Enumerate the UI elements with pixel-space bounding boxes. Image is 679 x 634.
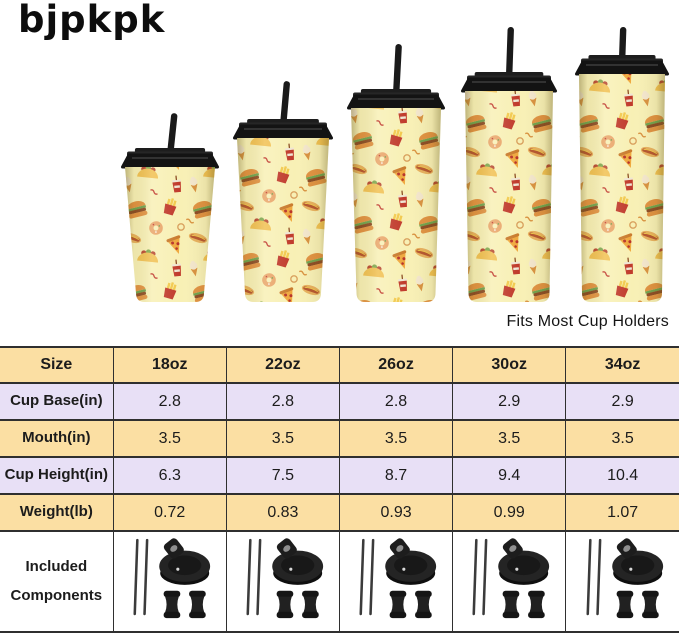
- included-components-cell: [225, 530, 340, 633]
- straws-icon: [246, 538, 262, 616]
- tumbler-graphic: [120, 113, 219, 302]
- lid: [346, 89, 445, 110]
- cup-body: [124, 167, 215, 302]
- spec-value: 2.9: [452, 382, 567, 421]
- table-row: Cup Base(in) 2.8 2.8 2.8 2.9 2.9: [0, 382, 679, 421]
- col-header-0: Size: [0, 346, 114, 384]
- spec-value: 9.4: [452, 456, 567, 495]
- spec-value: 2.8: [112, 382, 227, 421]
- flip-top-lid-icon: [611, 538, 663, 585]
- tumbler-lineup: [0, 0, 679, 303]
- table-row: Mouth(in) 3.5 3.5 3.5 3.5 3.5: [0, 419, 679, 458]
- silicone-plug-icon: [641, 590, 659, 619]
- straw-icon: [505, 27, 515, 85]
- spec-value: 3.5: [225, 419, 340, 458]
- included-components-cell: [112, 530, 227, 633]
- spec-value: 1.07: [565, 493, 679, 532]
- table-row: Cup Height(in) 6.3 7.5 8.7 9.4 10.4: [0, 456, 679, 495]
- spec-value: 3.5: [565, 419, 679, 458]
- col-header-3: 26oz: [338, 346, 454, 384]
- straw-icon: [279, 81, 290, 132]
- lid: [232, 119, 333, 140]
- cup-body: [465, 91, 554, 302]
- silicone-plug-icon: [188, 590, 206, 619]
- row-label: Weight(lb): [0, 493, 114, 532]
- spec-value: 2.9: [565, 382, 679, 421]
- spec-value: 0.83: [225, 493, 340, 532]
- spec-value: 0.99: [452, 493, 567, 532]
- components-label: Included Components: [0, 530, 114, 633]
- spec-value: 10.4: [565, 456, 679, 495]
- included-components-icons: [359, 538, 437, 619]
- included-components-cell: [452, 530, 567, 633]
- flip-top-lid-icon: [272, 538, 324, 585]
- tumbler-34oz: [566, 27, 679, 303]
- tumbler-30oz: [453, 27, 566, 303]
- cup-body: [236, 138, 329, 302]
- silicone-plug-icon: [389, 590, 407, 619]
- tumbler-18oz: [113, 113, 226, 303]
- flip-top-lid-icon: [158, 538, 210, 585]
- spec-value: 2.8: [338, 382, 454, 421]
- straw-icon: [392, 44, 402, 102]
- row-label: Cup Base(in): [0, 382, 114, 421]
- col-header-4: 30oz: [452, 346, 567, 384]
- brand-logo: bjpkpk: [18, 0, 166, 41]
- spec-value: 3.5: [338, 419, 454, 458]
- tumbler-graphic: [346, 44, 445, 302]
- tumbler-graphic: [461, 27, 558, 302]
- lid: [461, 72, 558, 93]
- included-components-icons: [246, 538, 324, 619]
- silicone-plug-icon: [528, 590, 545, 619]
- tumbler-graphic: [575, 27, 670, 302]
- spec-value: 0.93: [338, 493, 454, 532]
- components-row: Included Components: [0, 530, 679, 633]
- included-components-cell: [565, 530, 679, 633]
- straws-icon: [472, 538, 488, 616]
- lid: [575, 55, 670, 76]
- silicone-plug-icon: [163, 590, 181, 619]
- spec-table: Size 18oz 22oz 26oz 30oz 34oz Cup Base(in) 2.8…: [0, 346, 679, 633]
- flip-top-lid-icon: [385, 538, 437, 585]
- flip-top-lid-icon: [498, 538, 550, 585]
- silicone-plug-icon: [616, 590, 633, 619]
- straws-icon: [359, 538, 375, 616]
- spec-value: 3.5: [112, 419, 227, 458]
- spec-value: 7.5: [225, 456, 340, 495]
- col-header-2: 22oz: [225, 346, 340, 384]
- tumbler-22oz: [226, 81, 339, 303]
- silicone-plug-icon: [301, 590, 319, 619]
- cup-holder-caption: Fits Most Cup Holders: [506, 313, 669, 330]
- spec-value: 0.72: [112, 493, 227, 532]
- table-header-row: Size 18oz 22oz 26oz 30oz 34oz: [0, 346, 679, 384]
- spec-value: 6.3: [112, 456, 227, 495]
- row-label: Mouth(in): [0, 419, 114, 458]
- cup-body: [579, 74, 666, 302]
- spec-value: 3.5: [452, 419, 567, 458]
- included-components-cell: [338, 530, 454, 633]
- row-label: Cup Height(in): [0, 456, 114, 495]
- table-row: Weight(lb) 0.72 0.83 0.93 0.99 1.07: [0, 493, 679, 532]
- tumbler-graphic: [232, 81, 333, 302]
- included-components-icons: [472, 538, 550, 619]
- col-header-5: 34oz: [565, 346, 679, 384]
- lid: [120, 148, 219, 169]
- silicone-plug-icon: [415, 590, 432, 619]
- spec-value: 2.8: [225, 382, 340, 421]
- straws-icon: [133, 538, 149, 616]
- cup-body: [350, 108, 441, 302]
- spec-value: 8.7: [338, 456, 454, 495]
- included-components-icons: [133, 538, 210, 619]
- silicone-plug-icon: [276, 590, 294, 619]
- straws-icon: [586, 538, 602, 616]
- silicone-plug-icon: [502, 590, 520, 619]
- tumbler-26oz: [339, 44, 452, 303]
- col-header-1: 18oz: [112, 346, 227, 384]
- included-components-icons: [586, 538, 663, 619]
